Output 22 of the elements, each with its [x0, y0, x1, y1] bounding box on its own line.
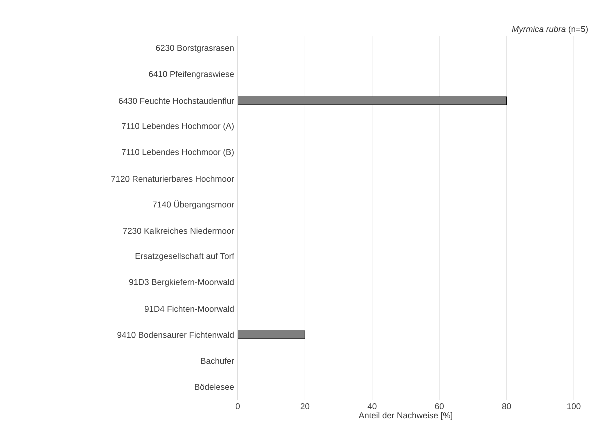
x-axis-title: Anteil der Nachweise [%] — [358, 412, 452, 420]
y-tick-label: Bödelesee — [195, 384, 234, 390]
x-tick-label: 20 — [300, 404, 310, 410]
y-tick-label: 6410 Pfeifengraswiese — [149, 71, 234, 79]
y-tick-label: 6430 Feuchte Hochstaudenflur — [119, 98, 234, 104]
y-tick-label: 7230 Kalkreiches Niedermoor — [123, 228, 234, 234]
y-tick-label: 91D3 Bergkiefern-Moorwald — [129, 279, 234, 287]
x-tick-label: 40 — [368, 404, 377, 410]
x-tick-label: 100 — [568, 404, 581, 410]
x-tick-label: 60 — [435, 404, 444, 410]
y-tick-label: Bachufer — [201, 358, 234, 364]
x-tick-label: 80 — [502, 404, 512, 410]
y-tick-label: 7110 Lebendes Hochmoor (A) — [122, 123, 234, 131]
x-tick-label: 0 — [236, 404, 240, 410]
y-tick-label: 9410 Bodensaurer Fichtenwald — [118, 332, 234, 338]
y-tick-label: 6230 Borstgrasrasen — [156, 45, 234, 53]
y-tick-label: 7140 Übergangsmoor — [153, 200, 234, 210]
chart-title: Myrmica rubra (n=5) — [512, 26, 588, 34]
y-tick-label: 7120 Renaturierbares Hochmoor — [112, 176, 234, 182]
y-tick-label: Ersatzgesellschaft auf Torf — [136, 253, 234, 261]
y-tick-label: 91D4 Fichten-Moorwald — [144, 306, 234, 312]
y-tick-label: 7110 Lebendes Hochmoor (B) — [122, 149, 234, 157]
